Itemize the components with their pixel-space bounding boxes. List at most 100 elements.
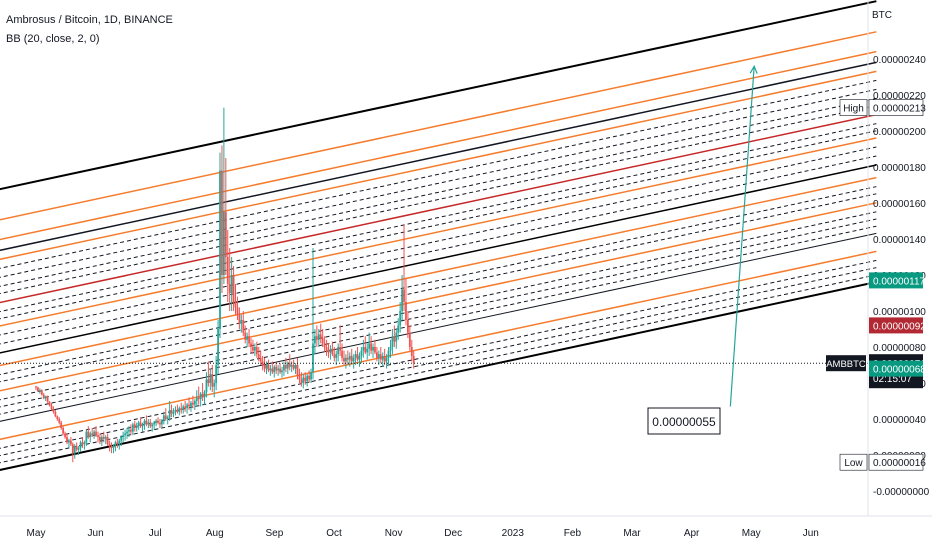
candle-body[interactable] bbox=[350, 356, 353, 362]
candle-body[interactable] bbox=[211, 374, 214, 387]
candle-body[interactable] bbox=[133, 424, 136, 428]
candle-body[interactable] bbox=[77, 447, 80, 450]
candle-body[interactable] bbox=[372, 347, 374, 351]
candle-body[interactable] bbox=[284, 365, 287, 369]
candle-body[interactable] bbox=[399, 311, 402, 326]
candle-body[interactable] bbox=[182, 406, 185, 410]
candle-body[interactable] bbox=[271, 368, 274, 373]
candle-body[interactable] bbox=[66, 437, 68, 443]
candle-body[interactable] bbox=[60, 422, 63, 428]
candle-body[interactable] bbox=[292, 365, 295, 369]
candle-body[interactable] bbox=[190, 402, 192, 407]
channel-line-26[interactable] bbox=[0, 50, 877, 245]
candle-body[interactable] bbox=[331, 348, 334, 355]
candle-body[interactable] bbox=[387, 350, 390, 358]
candle-body[interactable] bbox=[42, 394, 45, 399]
candle-body[interactable] bbox=[408, 332, 411, 347]
candle-body[interactable] bbox=[99, 437, 101, 441]
candle-body[interactable] bbox=[358, 356, 361, 360]
candle-body[interactable] bbox=[374, 347, 376, 353]
candle-body[interactable] bbox=[412, 356, 415, 364]
candle-body[interactable] bbox=[341, 350, 343, 358]
candle-body[interactable] bbox=[85, 431, 88, 443]
candle-body[interactable] bbox=[397, 325, 400, 333]
candle-body[interactable] bbox=[195, 397, 198, 401]
candle-body[interactable] bbox=[199, 393, 202, 400]
candle-body[interactable] bbox=[56, 416, 59, 419]
candle-body[interactable] bbox=[261, 361, 264, 365]
candle-body[interactable] bbox=[401, 289, 403, 311]
candle-body[interactable] bbox=[188, 404, 190, 407]
candle-body[interactable] bbox=[44, 396, 47, 399]
candle-body[interactable] bbox=[288, 363, 291, 367]
candle-body[interactable] bbox=[238, 314, 241, 324]
candle-body[interactable] bbox=[100, 437, 103, 441]
candle-body[interactable] bbox=[213, 383, 216, 387]
candle-body[interactable] bbox=[114, 442, 117, 446]
candle-body[interactable] bbox=[95, 431, 97, 436]
candle-body[interactable] bbox=[302, 377, 305, 383]
candle-body[interactable] bbox=[153, 422, 156, 425]
candle-body[interactable] bbox=[383, 356, 386, 362]
candle-body[interactable] bbox=[257, 354, 260, 358]
channel-line-4[interactable] bbox=[0, 250, 877, 444]
candle-body[interactable] bbox=[315, 336, 318, 340]
candle-body[interactable] bbox=[50, 405, 53, 410]
candle-body[interactable] bbox=[184, 406, 187, 409]
candle-body[interactable] bbox=[71, 444, 74, 454]
candle-body[interactable] bbox=[230, 275, 233, 293]
candle-body[interactable] bbox=[306, 375, 309, 382]
candle-body[interactable] bbox=[110, 446, 113, 448]
candle-body[interactable] bbox=[224, 212, 227, 257]
candle-body[interactable] bbox=[58, 419, 61, 423]
candle-body[interactable] bbox=[83, 442, 86, 445]
candle-body[interactable] bbox=[201, 393, 204, 398]
candle-body[interactable] bbox=[54, 411, 57, 417]
candle-body[interactable] bbox=[151, 424, 154, 427]
candle-body[interactable] bbox=[368, 343, 371, 349]
candle-body[interactable] bbox=[145, 420, 148, 425]
candle-body[interactable] bbox=[35, 386, 37, 388]
channel-line-5[interactable] bbox=[0, 232, 877, 426]
candle-body[interactable] bbox=[273, 366, 276, 373]
candle-body[interactable] bbox=[298, 375, 301, 380]
candle-body[interactable] bbox=[124, 433, 127, 436]
indicator-legend[interactable]: BB (20, close, 2, 0) bbox=[6, 33, 100, 45]
candle-body[interactable] bbox=[317, 334, 320, 340]
candle-body[interactable] bbox=[168, 410, 171, 418]
candle-body[interactable] bbox=[106, 437, 109, 445]
candle-body[interactable] bbox=[48, 401, 51, 406]
candle-body[interactable] bbox=[87, 431, 90, 437]
candle-body[interactable] bbox=[120, 437, 123, 441]
candle-body[interactable] bbox=[172, 411, 175, 414]
candle-body[interactable] bbox=[203, 392, 206, 398]
candle-body[interactable] bbox=[215, 365, 218, 383]
projection-arrow-line[interactable] bbox=[729, 66, 755, 407]
candle-body[interactable] bbox=[314, 336, 316, 344]
price-label-badge[interactable] bbox=[869, 317, 923, 334]
candle-body[interactable] bbox=[207, 379, 210, 383]
annotation-box[interactable] bbox=[647, 407, 721, 435]
price-label-badge[interactable] bbox=[869, 272, 923, 289]
candle-body[interactable] bbox=[164, 415, 167, 419]
candle-body[interactable] bbox=[248, 336, 250, 344]
price-label-high[interactable] bbox=[868, 99, 924, 116]
candle-body[interactable] bbox=[180, 408, 183, 410]
candle-body[interactable] bbox=[370, 343, 373, 351]
candle-body[interactable] bbox=[335, 354, 338, 358]
price-label-badge[interactable] bbox=[869, 360, 923, 377]
candle-body[interactable] bbox=[226, 257, 229, 284]
candle-body[interactable] bbox=[310, 372, 312, 380]
channel-line-0[interactable] bbox=[0, 281, 877, 475]
candle-body[interactable] bbox=[81, 442, 84, 445]
candle-body[interactable] bbox=[405, 302, 407, 320]
candle-body[interactable] bbox=[343, 357, 345, 362]
channel-line-27[interactable] bbox=[0, 31, 877, 225]
candle-body[interactable] bbox=[69, 440, 72, 445]
candle-body[interactable] bbox=[410, 347, 413, 356]
candle-body[interactable] bbox=[46, 396, 49, 402]
candle-body[interactable] bbox=[329, 348, 332, 353]
candle-body[interactable] bbox=[68, 440, 70, 443]
price-label-low[interactable] bbox=[868, 453, 924, 471]
